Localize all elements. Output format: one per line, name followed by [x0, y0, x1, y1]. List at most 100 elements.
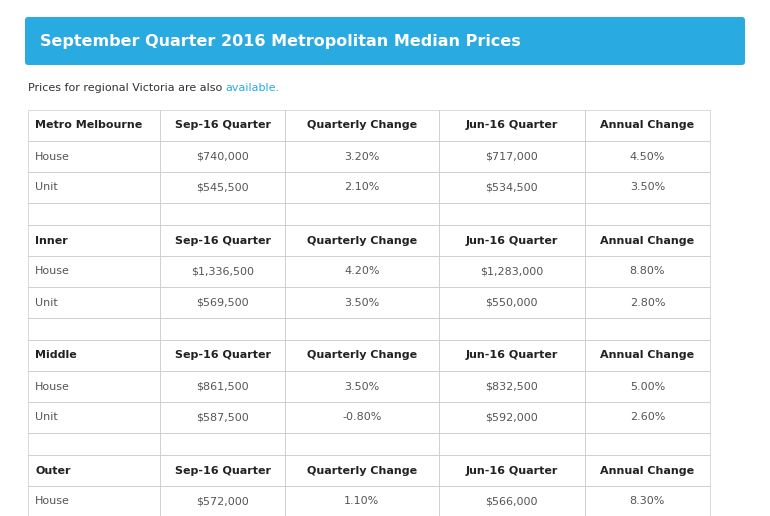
Bar — [28, 256, 160, 287]
Bar — [585, 203, 710, 225]
Bar — [439, 110, 585, 141]
Bar — [439, 318, 585, 340]
Bar — [160, 110, 285, 141]
Text: Jun-16 Quarter: Jun-16 Quarter — [466, 350, 558, 361]
Bar — [585, 225, 710, 256]
Text: Annual Change: Annual Change — [601, 235, 695, 246]
Bar — [160, 256, 285, 287]
Bar — [160, 172, 285, 203]
Bar — [439, 172, 585, 203]
Text: 3.50%: 3.50% — [344, 298, 380, 308]
Bar — [160, 203, 285, 225]
Bar — [439, 256, 585, 287]
Bar — [439, 486, 585, 516]
Bar — [285, 287, 439, 318]
Text: $717,000: $717,000 — [485, 152, 538, 162]
Bar — [160, 371, 285, 402]
Text: 8.80%: 8.80% — [630, 266, 665, 277]
Bar — [585, 371, 710, 402]
Bar — [28, 402, 160, 433]
Text: $572,000: $572,000 — [196, 496, 249, 507]
Text: 4.50%: 4.50% — [630, 152, 665, 162]
Bar — [285, 340, 439, 371]
Text: Quarterly Change: Quarterly Change — [306, 465, 417, 476]
Text: Unit: Unit — [35, 412, 58, 423]
Bar — [160, 402, 285, 433]
Bar — [585, 402, 710, 433]
Bar — [439, 203, 585, 225]
Bar — [439, 225, 585, 256]
Bar — [585, 172, 710, 203]
Bar — [285, 256, 439, 287]
Text: 5.00%: 5.00% — [630, 381, 665, 392]
Text: Inner: Inner — [35, 235, 68, 246]
Bar — [160, 141, 285, 172]
Bar — [285, 172, 439, 203]
Bar — [439, 371, 585, 402]
Bar — [585, 486, 710, 516]
Bar — [160, 486, 285, 516]
Bar — [28, 455, 160, 486]
Bar — [285, 225, 439, 256]
Text: $1,283,000: $1,283,000 — [480, 266, 544, 277]
Bar — [160, 455, 285, 486]
Bar — [160, 287, 285, 318]
Bar — [28, 433, 160, 455]
Bar — [585, 340, 710, 371]
Bar — [28, 141, 160, 172]
Bar — [585, 256, 710, 287]
Text: House: House — [35, 381, 70, 392]
Text: House: House — [35, 496, 70, 507]
Text: $861,500: $861,500 — [196, 381, 249, 392]
Text: $587,500: $587,500 — [196, 412, 249, 423]
Bar — [160, 318, 285, 340]
Text: Sep-16 Quarter: Sep-16 Quarter — [175, 350, 270, 361]
Bar — [285, 486, 439, 516]
Bar — [28, 340, 160, 371]
Text: $592,000: $592,000 — [485, 412, 538, 423]
Bar — [585, 110, 710, 141]
Text: 8.30%: 8.30% — [630, 496, 665, 507]
Text: 3.20%: 3.20% — [344, 152, 380, 162]
Text: Jun-16 Quarter: Jun-16 Quarter — [466, 465, 558, 476]
Bar — [28, 371, 160, 402]
Text: Metro Melbourne: Metro Melbourne — [35, 121, 142, 131]
Bar — [160, 433, 285, 455]
Bar — [285, 203, 439, 225]
Bar — [28, 203, 160, 225]
Text: 2.60%: 2.60% — [630, 412, 665, 423]
Text: Sep-16 Quarter: Sep-16 Quarter — [175, 235, 270, 246]
Bar — [585, 287, 710, 318]
Text: Jun-16 Quarter: Jun-16 Quarter — [466, 121, 558, 131]
Bar — [439, 455, 585, 486]
Text: Quarterly Change: Quarterly Change — [306, 350, 417, 361]
Text: 1.10%: 1.10% — [344, 496, 380, 507]
Text: 3.50%: 3.50% — [344, 381, 380, 392]
Bar — [285, 141, 439, 172]
Text: House: House — [35, 266, 70, 277]
Bar — [439, 402, 585, 433]
Bar — [28, 318, 160, 340]
Text: $740,000: $740,000 — [196, 152, 249, 162]
Text: Sep-16 Quarter: Sep-16 Quarter — [175, 465, 270, 476]
Bar — [28, 225, 160, 256]
Bar — [160, 225, 285, 256]
Text: Jun-16 Quarter: Jun-16 Quarter — [466, 235, 558, 246]
Bar — [285, 402, 439, 433]
Text: Prices for regional Victoria are also: Prices for regional Victoria are also — [28, 83, 226, 93]
Text: -0.80%: -0.80% — [342, 412, 381, 423]
Text: 2.80%: 2.80% — [630, 298, 665, 308]
Bar — [439, 433, 585, 455]
Bar — [28, 287, 160, 318]
Text: Middle: Middle — [35, 350, 77, 361]
Text: House: House — [35, 152, 70, 162]
Bar — [28, 486, 160, 516]
Text: available.: available. — [226, 83, 280, 93]
Text: Annual Change: Annual Change — [601, 465, 695, 476]
Text: 2.10%: 2.10% — [344, 183, 380, 192]
Text: Outer: Outer — [35, 465, 71, 476]
Bar — [585, 141, 710, 172]
Text: Quarterly Change: Quarterly Change — [306, 235, 417, 246]
Bar — [585, 318, 710, 340]
Bar — [285, 455, 439, 486]
